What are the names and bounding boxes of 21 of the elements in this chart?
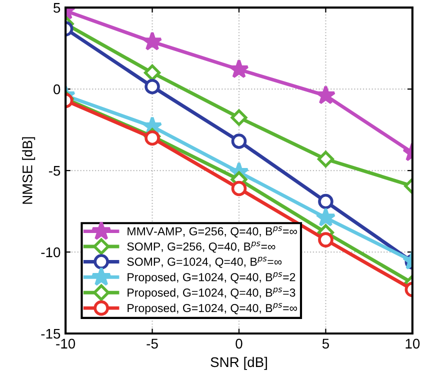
- x-tick-label: 10: [406, 338, 420, 349]
- legend-label: Proposed, G=1024, Q=40, B$^{ps}$=2: [128, 272, 296, 284]
- y-tick-label: 5: [54, 3, 60, 13]
- legend-label: SOMP, G=1024, Q=40, B$^{ps}$=∞: [127, 256, 282, 268]
- x-tick-label: -5: [146, 338, 158, 349]
- y-tick-label: -10: [41, 247, 60, 258]
- point: [231, 134, 247, 149]
- legend-label: MMV-AMP, G=256, Q=40, B$^{ps}$=∞: [128, 226, 297, 238]
- point: [229, 59, 249, 78]
- legend-label: SOMP, G=256, Q=40, B$^{ps}$=∞: [127, 242, 276, 253]
- y-axis-title: NMSE [dB]: [22, 137, 36, 204]
- x-tick-label: 0: [236, 338, 242, 349]
- x-tick-label: 5: [322, 338, 329, 349]
- y-tick-label: -5: [48, 166, 60, 176]
- x-axis-title: SNR [dB]: [210, 356, 267, 370]
- y-tick-label: -15: [41, 328, 60, 339]
- point: [231, 180, 247, 196]
- y-tick-label: 0: [54, 84, 60, 94]
- legend-label: Proposed, G=1024, Q=40, B$^{ps}$=3: [128, 288, 296, 299]
- point: [230, 109, 248, 126]
- legend-label: Proposed, G=1024, Q=40, B$^{ps}$=∞: [128, 303, 298, 314]
